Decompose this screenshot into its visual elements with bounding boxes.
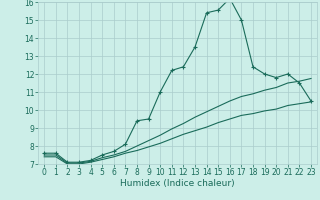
X-axis label: Humidex (Indice chaleur): Humidex (Indice chaleur) [120,179,235,188]
